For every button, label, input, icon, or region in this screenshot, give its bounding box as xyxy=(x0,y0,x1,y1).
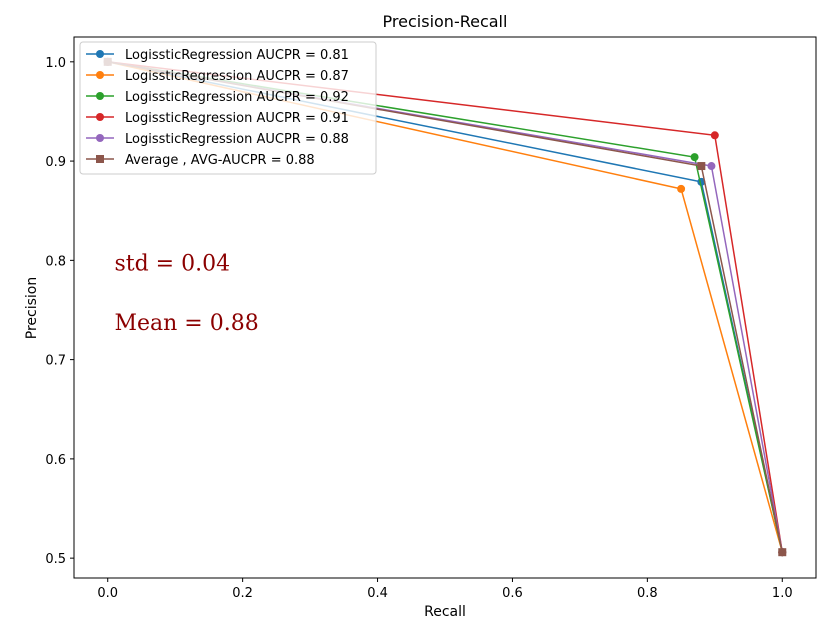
annotation-1: std = 0.04 xyxy=(114,251,230,276)
y-tick-label: 0.6 xyxy=(45,453,66,468)
x-tick-label: 1.0 xyxy=(772,586,793,601)
legend-marker xyxy=(96,92,104,100)
legend-item: LogissticRegression AUCPR = 0.91 xyxy=(86,111,349,126)
legend-label: LogissticRegression AUCPR = 0.81 xyxy=(125,48,349,63)
legend-item: LogissticRegression AUCPR = 0.88 xyxy=(86,132,349,147)
y-tick-label: 0.9 xyxy=(45,155,66,170)
series-6-point xyxy=(778,548,787,557)
x-tick-label: 0.6 xyxy=(502,586,523,601)
annotation-2: Mean = 0.88 xyxy=(114,311,258,336)
y-tick-label: 0.8 xyxy=(45,254,66,269)
legend-label: Average , AVG-AUCPR = 0.88 xyxy=(125,153,315,168)
legend-marker xyxy=(96,50,104,58)
legend-item: LogissticRegression AUCPR = 0.87 xyxy=(86,69,349,84)
chart-title: Precision-Recall xyxy=(383,12,508,31)
y-tick-label: 0.7 xyxy=(45,354,66,369)
series-4-point xyxy=(710,131,719,140)
legend-box xyxy=(79,41,377,175)
legend-label: LogissticRegression AUCPR = 0.91 xyxy=(125,111,349,126)
x-tick-label: 0.8 xyxy=(637,586,658,601)
legend: LogissticRegression AUCPR = 0.81 Logissti… xyxy=(79,41,377,175)
x-tick-label: 0.0 xyxy=(97,586,118,601)
legend-marker xyxy=(96,113,104,121)
annotations: std = 0.04 Mean = 0.88 xyxy=(114,251,258,336)
series-5-point xyxy=(707,162,716,171)
series-3-point xyxy=(690,153,699,162)
legend-label: LogissticRegression AUCPR = 0.87 xyxy=(125,69,349,84)
series-6-point xyxy=(697,162,706,171)
legend-label: LogissticRegression AUCPR = 0.88 xyxy=(125,132,349,147)
legend-item: LogissticRegression AUCPR = 0.81 xyxy=(86,48,349,63)
legend-marker xyxy=(96,134,104,142)
y-tick-label: 0.5 xyxy=(45,552,66,567)
x-tick-label: 0.4 xyxy=(367,586,388,601)
axes-frame xyxy=(73,36,817,579)
series-2-point xyxy=(677,184,686,193)
x-axis-label: Recall xyxy=(424,604,466,618)
legend-label: LogissticRegression AUCPR = 0.92 xyxy=(125,90,349,105)
legend-marker xyxy=(96,71,104,79)
y-tick-label: 1.0 xyxy=(45,56,66,71)
legend-item: LogissticRegression AUCPR = 0.92 xyxy=(86,90,349,105)
x-tick-label: 0.2 xyxy=(232,586,253,601)
legend-item: Average , AVG-AUCPR = 0.88 xyxy=(86,153,315,168)
legend-marker xyxy=(96,155,104,163)
y-axis-label: Precision xyxy=(24,277,40,339)
